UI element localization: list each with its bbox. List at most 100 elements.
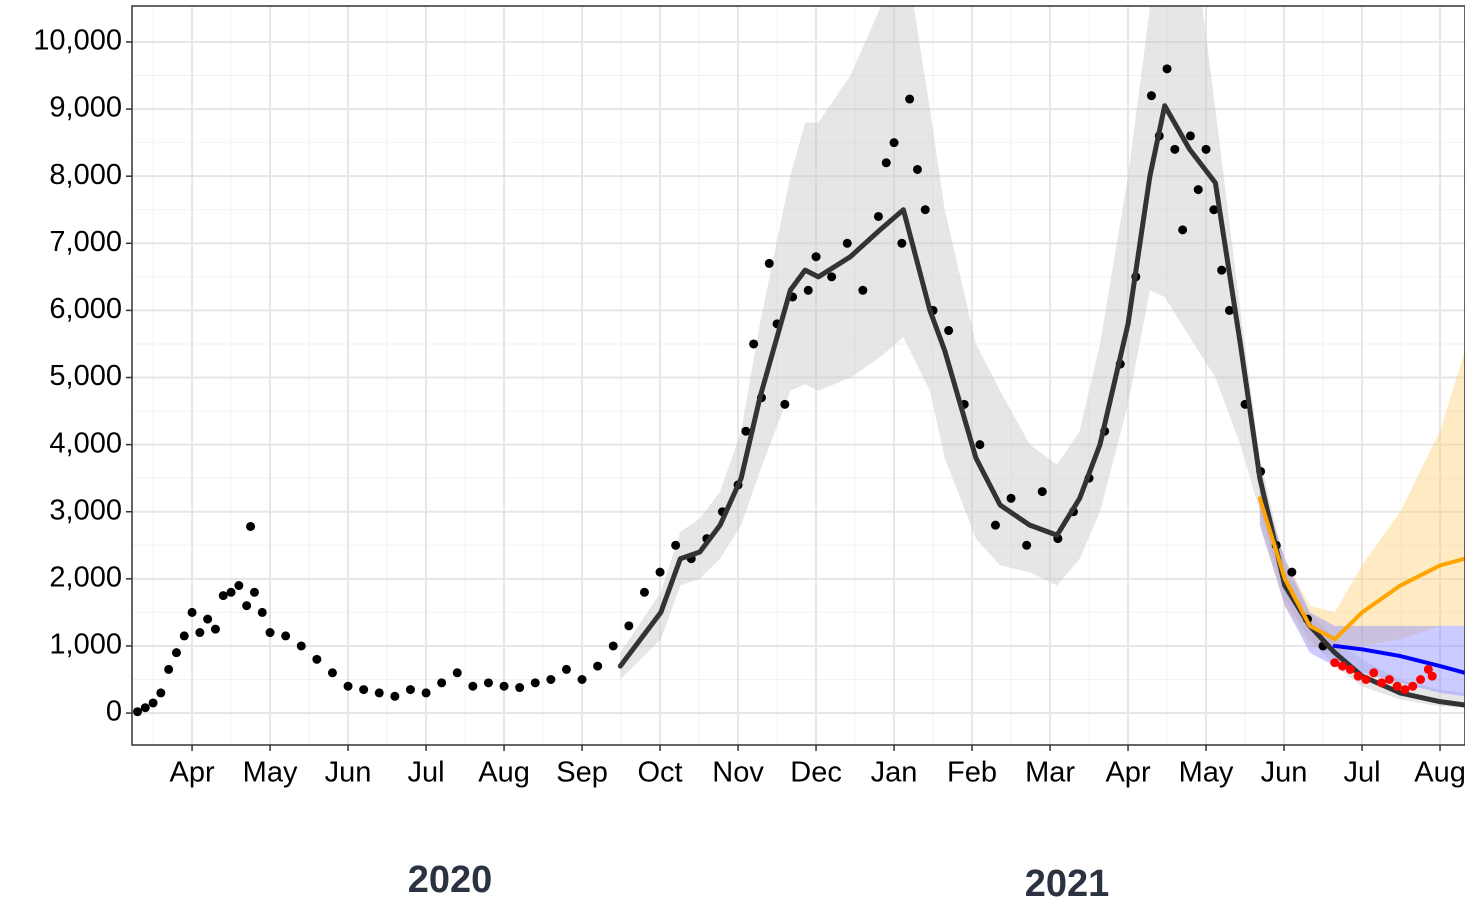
data-point — [1345, 664, 1355, 674]
data-point — [577, 675, 587, 685]
data-point — [1384, 675, 1394, 685]
data-point — [1193, 185, 1203, 195]
data-point — [257, 607, 267, 617]
data-point — [1006, 493, 1016, 503]
data-point — [593, 661, 603, 671]
data-point — [655, 567, 665, 577]
data-point — [811, 252, 821, 262]
data-point — [889, 138, 899, 148]
data-point — [1416, 675, 1426, 685]
data-point — [944, 326, 954, 336]
data-point — [990, 520, 1000, 530]
y-tick-label: 5,000 — [49, 360, 122, 392]
data-point — [390, 691, 400, 701]
data-point — [1423, 664, 1433, 674]
data-point — [1392, 681, 1402, 691]
data-point — [1170, 144, 1180, 154]
data-point — [1224, 305, 1234, 315]
y-tick-label: 4,000 — [49, 427, 122, 459]
data-point — [164, 664, 174, 674]
data-point — [1185, 131, 1195, 141]
data-point — [468, 681, 478, 691]
data-point — [1037, 487, 1047, 497]
data-point — [671, 540, 681, 550]
y-tick-label: 1,000 — [49, 629, 122, 661]
data-point — [1427, 671, 1437, 681]
data-point — [764, 258, 774, 268]
x-tick-label: Feb — [947, 757, 997, 789]
x-tick-label: Oct — [637, 757, 682, 789]
data-point — [1361, 675, 1371, 685]
data-point — [1369, 668, 1379, 678]
data-point — [452, 668, 462, 678]
x-tick-label: Jun — [1261, 757, 1308, 789]
data-point — [780, 399, 790, 409]
data-point — [1338, 661, 1348, 671]
x-tick-label: Jul — [1344, 757, 1381, 789]
data-point — [1408, 681, 1418, 691]
data-point — [1201, 144, 1211, 154]
data-point — [234, 581, 244, 591]
data-point — [1330, 658, 1340, 668]
data-point — [226, 587, 236, 597]
x-tick-label: Aug — [478, 757, 530, 789]
x-tick-label: Jan — [871, 757, 918, 789]
data-point — [920, 205, 930, 215]
data-point — [912, 164, 922, 174]
data-point — [1400, 685, 1410, 695]
data-point — [242, 601, 252, 611]
x-tick-label: Jul — [408, 757, 445, 789]
data-point — [546, 675, 556, 685]
data-point — [624, 621, 634, 631]
data-point — [405, 685, 415, 695]
x-tick-label: May — [243, 757, 298, 789]
data-point — [858, 285, 868, 295]
data-point — [873, 211, 883, 221]
data-point — [195, 628, 205, 638]
data-point — [842, 238, 852, 248]
data-point — [171, 648, 181, 658]
data-point — [1178, 225, 1188, 235]
data-point — [187, 607, 197, 617]
y-tick-label: 2,000 — [49, 561, 122, 593]
data-point — [881, 158, 891, 168]
data-point — [132, 707, 142, 717]
data-point — [905, 94, 915, 104]
trend-line — [1332, 643, 1465, 675]
y-tick-label: 6,000 — [49, 293, 122, 325]
data-point — [281, 631, 291, 641]
data-point — [249, 587, 259, 597]
data-point — [1217, 265, 1227, 275]
plot-area — [132, 6, 1465, 717]
data-point — [148, 698, 158, 708]
x-tick-label: Nov — [712, 757, 764, 789]
data-point — [246, 521, 256, 531]
data-point — [296, 641, 306, 651]
x-tick-label: Dec — [790, 757, 842, 789]
data-point — [530, 678, 540, 688]
y-tick-label: 10,000 — [33, 25, 122, 57]
data-point — [265, 628, 275, 638]
data-point — [1162, 64, 1172, 74]
data-point — [359, 685, 369, 695]
y-tick-label: 9,000 — [49, 92, 122, 124]
x-tick-label: Jun — [325, 757, 372, 789]
y-tick-label: 8,000 — [49, 159, 122, 191]
year-label: 2020 — [408, 859, 493, 901]
data-point — [1022, 540, 1032, 550]
data-point — [312, 654, 322, 664]
confidence-band — [620, 6, 1465, 708]
year-label: 2021 — [1025, 863, 1110, 904]
data-point — [203, 614, 213, 624]
data-point — [179, 631, 189, 641]
data-point — [499, 681, 509, 691]
trend-line — [1257, 496, 1465, 642]
data-point — [561, 664, 571, 674]
x-tick-label: Apr — [1105, 757, 1150, 789]
data-point — [156, 688, 166, 698]
data-point — [483, 678, 493, 688]
x-tick-label: Mar — [1025, 757, 1075, 789]
data-point — [975, 440, 985, 450]
data-point — [343, 681, 353, 691]
